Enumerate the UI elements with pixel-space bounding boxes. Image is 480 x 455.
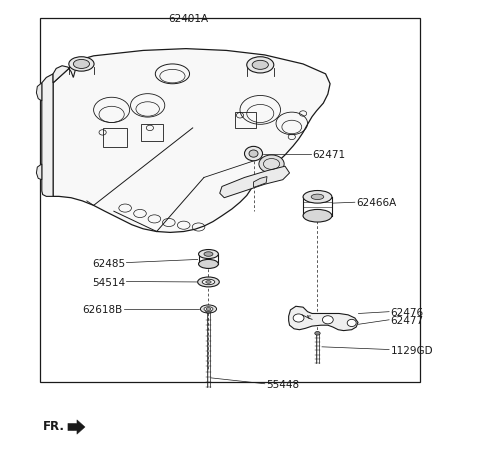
Bar: [39, 19, 420, 383]
Polygon shape: [36, 84, 42, 101]
Ellipse shape: [198, 278, 219, 287]
Ellipse shape: [347, 320, 356, 327]
Ellipse shape: [259, 156, 284, 173]
Text: 54514: 54514: [92, 277, 125, 287]
Polygon shape: [220, 167, 289, 198]
Ellipse shape: [247, 58, 274, 74]
Ellipse shape: [199, 260, 218, 269]
Ellipse shape: [293, 314, 304, 322]
Ellipse shape: [200, 305, 216, 313]
Ellipse shape: [204, 252, 213, 257]
Text: 62477: 62477: [390, 315, 423, 325]
Ellipse shape: [199, 250, 218, 259]
Ellipse shape: [244, 147, 263, 162]
Text: 55448: 55448: [266, 379, 299, 389]
Polygon shape: [68, 420, 85, 434]
Ellipse shape: [315, 332, 320, 335]
Polygon shape: [253, 177, 267, 188]
Text: 62618B: 62618B: [83, 304, 123, 314]
Ellipse shape: [303, 191, 332, 204]
Polygon shape: [288, 307, 358, 331]
Text: 62476: 62476: [390, 307, 423, 317]
Text: 62401A: 62401A: [168, 14, 208, 24]
Text: 62485: 62485: [92, 258, 125, 268]
Ellipse shape: [73, 61, 90, 69]
Text: 62466A: 62466A: [356, 198, 396, 208]
Ellipse shape: [323, 316, 333, 324]
Ellipse shape: [206, 281, 211, 283]
Polygon shape: [42, 75, 53, 197]
Text: 62471: 62471: [312, 149, 345, 159]
Bar: [236, 113, 256, 129]
Text: FR.: FR.: [43, 419, 65, 432]
Ellipse shape: [206, 310, 211, 313]
Polygon shape: [36, 165, 42, 180]
Bar: [103, 129, 127, 147]
Ellipse shape: [249, 151, 258, 158]
Ellipse shape: [204, 307, 213, 312]
Text: 1129GD: 1129GD: [390, 345, 433, 355]
Ellipse shape: [303, 210, 332, 222]
Ellipse shape: [252, 61, 268, 70]
Ellipse shape: [206, 308, 211, 311]
Ellipse shape: [69, 58, 94, 72]
Polygon shape: [53, 50, 330, 233]
Polygon shape: [53, 61, 78, 84]
Ellipse shape: [202, 280, 215, 285]
Ellipse shape: [311, 195, 324, 200]
Bar: [141, 125, 163, 142]
